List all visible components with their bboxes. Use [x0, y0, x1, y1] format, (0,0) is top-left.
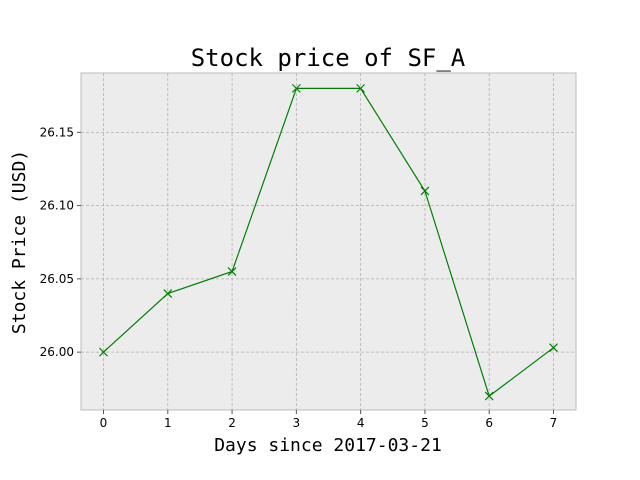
data-point-marker: [549, 343, 558, 353]
x-tick-label: 1: [164, 416, 172, 430]
x-tick-label: 4: [357, 416, 365, 430]
series-layer: [99, 83, 558, 401]
plot-area: [81, 73, 576, 410]
grid-layer: [81, 73, 576, 410]
series-line: [103, 87, 554, 398]
y-axis: 26.00 26.05 26.10 26.15: [40, 125, 81, 359]
y-tick-label: 26.15: [40, 125, 74, 139]
y-tick-label: 26.05: [40, 272, 74, 286]
y-tick-label: 26.10: [40, 199, 74, 213]
x-tick-label: 6: [485, 416, 493, 430]
y-tick-label: 26.00: [40, 345, 74, 359]
x-axis-title: Days since 2017-03-21: [214, 435, 442, 456]
chart-title: Stock price of SF_A: [191, 44, 466, 72]
data-point-marker: [291, 83, 301, 93]
x-axis: 0 1 2 3 4 5 6 7: [100, 410, 558, 430]
x-tick-label: 2: [228, 416, 236, 430]
plot-frame: [80, 72, 577, 411]
data-point-marker: [484, 391, 494, 401]
data-point-marker: [99, 347, 108, 357]
data-point-marker: [227, 267, 237, 276]
x-tick-label: 7: [550, 416, 558, 430]
data-point-marker: [356, 83, 366, 93]
y-axis-title: Stock Price (USD): [9, 150, 30, 334]
x-tick-label: 5: [421, 416, 429, 430]
x-tick-label: 0: [100, 416, 108, 430]
data-point-marker: [420, 186, 430, 196]
data-point-marker: [163, 289, 173, 298]
x-tick-label: 3: [293, 416, 301, 430]
